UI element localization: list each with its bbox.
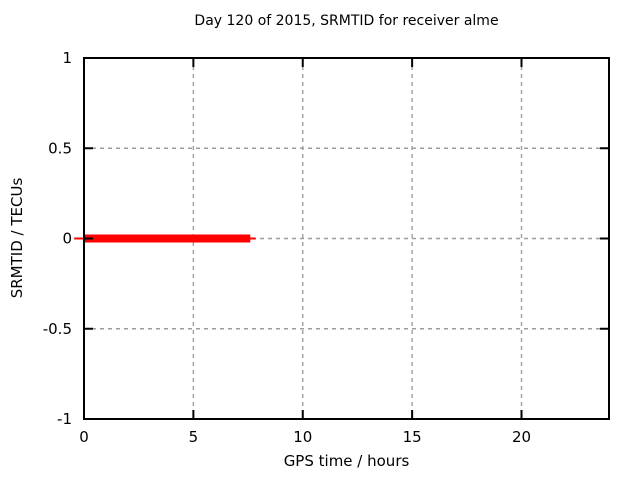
y-tick-label: 0 (62, 230, 72, 248)
x-axis-label: GPS time / hours (283, 452, 410, 470)
x-tick-label: 20 (512, 428, 531, 446)
x-tick-label: 15 (403, 428, 422, 446)
x-tick-label: 10 (293, 428, 312, 446)
y-tick-label: 1 (62, 49, 72, 67)
y-tick-label: 0.5 (48, 139, 72, 157)
y-tick-label: -1 (57, 410, 72, 428)
chart-title: Day 120 of 2015, SRMTID for receiver alm… (194, 13, 499, 29)
x-tick-label: 0 (79, 428, 89, 446)
x-tick-label: 5 (189, 428, 199, 446)
y-tick-label: -0.5 (43, 320, 72, 338)
plot-border (83, 57, 610, 420)
